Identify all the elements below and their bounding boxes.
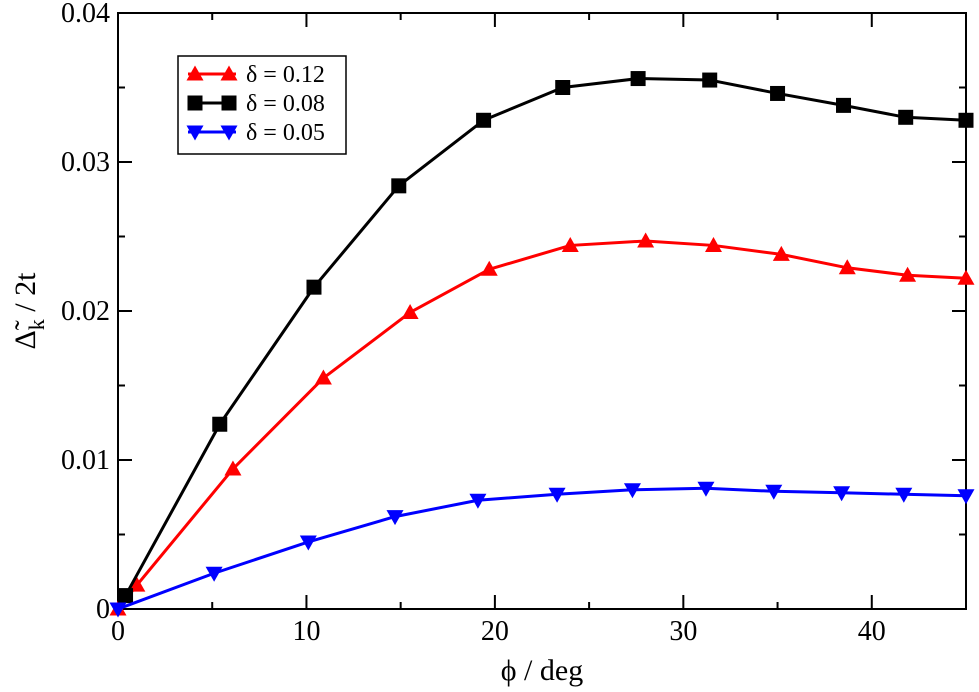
legend-items: δ = 0.12 δ = 0.08 δ = 0.05 <box>186 62 325 146</box>
x-tick-label: 10 <box>292 616 320 647</box>
y-tick-label: 0.01 <box>61 445 110 476</box>
legend-item-0: δ = 0.12 <box>186 62 325 88</box>
legend-marker <box>187 95 203 111</box>
x-tick-label: 20 <box>481 616 509 647</box>
x-axis-label: ϕ / deg <box>501 654 583 687</box>
data-point <box>899 266 917 282</box>
data-point <box>386 510 404 526</box>
legend-item-2: δ = 0.05 <box>186 120 325 146</box>
data-point <box>212 416 228 432</box>
data-point <box>299 535 317 551</box>
y-axis-label: Δ̃k / 2t <box>9 272 49 350</box>
data-point <box>224 460 242 476</box>
legend: δ = 0.12 δ = 0.08 δ = 0.05 <box>177 55 347 155</box>
data-point <box>128 576 146 592</box>
series-1 <box>118 71 974 604</box>
legend-item-1: δ = 0.08 <box>187 91 325 117</box>
data-point <box>391 178 407 194</box>
data-point <box>555 80 571 95</box>
data-point <box>697 481 715 497</box>
legend-label: δ = 0.12 <box>246 62 325 88</box>
data-point <box>561 236 579 252</box>
data-point <box>623 483 641 499</box>
data-point <box>958 112 974 128</box>
series-2 <box>109 481 975 618</box>
data-point <box>480 260 498 276</box>
legend-label: δ = 0.08 <box>246 91 325 117</box>
data-point <box>895 487 913 503</box>
x-tick-label: 0 <box>111 616 125 647</box>
series-layer <box>109 71 975 618</box>
legend-label: δ = 0.05 <box>246 120 325 146</box>
legend-marker <box>220 65 238 81</box>
x-axis-ticks: 0 10 20 30 40 <box>111 13 886 647</box>
data-point <box>630 71 646 87</box>
data-point <box>118 588 134 604</box>
data-point <box>306 279 322 295</box>
y-tick-label: 0 <box>96 594 110 625</box>
data-point <box>770 85 786 101</box>
data-point <box>702 72 718 88</box>
legend-marker <box>186 65 204 81</box>
y-axis-label-suffix: / 2t <box>9 272 42 319</box>
data-point <box>957 269 975 285</box>
series-line <box>124 77 967 597</box>
legend-box <box>177 55 347 155</box>
y-tick-label: 0.04 <box>61 0 110 29</box>
series-0 <box>109 232 975 616</box>
data-point <box>476 112 492 128</box>
data-point <box>833 486 851 502</box>
data-point <box>772 245 790 261</box>
legend-marker <box>220 125 238 141</box>
data-point <box>314 369 332 385</box>
data-point <box>957 489 975 505</box>
data-point <box>836 97 852 113</box>
x-tick-label: 30 <box>669 616 697 647</box>
y-tick-label: 0.03 <box>61 147 110 178</box>
data-point <box>401 303 419 319</box>
legend-marker <box>221 95 237 111</box>
legend-marker <box>186 125 204 141</box>
y-axis-ticks: 0 0.01 0.02 0.03 0.04 <box>61 0 966 625</box>
series-line <box>117 486 967 611</box>
y-axis-label-subscript: k <box>24 319 49 330</box>
data-point <box>205 566 223 582</box>
data-point <box>637 232 655 248</box>
data-point <box>838 259 856 275</box>
data-point <box>898 109 914 125</box>
y-tick-label: 0.02 <box>61 296 110 327</box>
x-tick-label: 40 <box>858 616 886 647</box>
data-point <box>109 602 127 618</box>
data-point <box>765 484 783 500</box>
data-point <box>548 487 566 503</box>
data-point <box>704 236 722 252</box>
data-point <box>469 493 487 509</box>
